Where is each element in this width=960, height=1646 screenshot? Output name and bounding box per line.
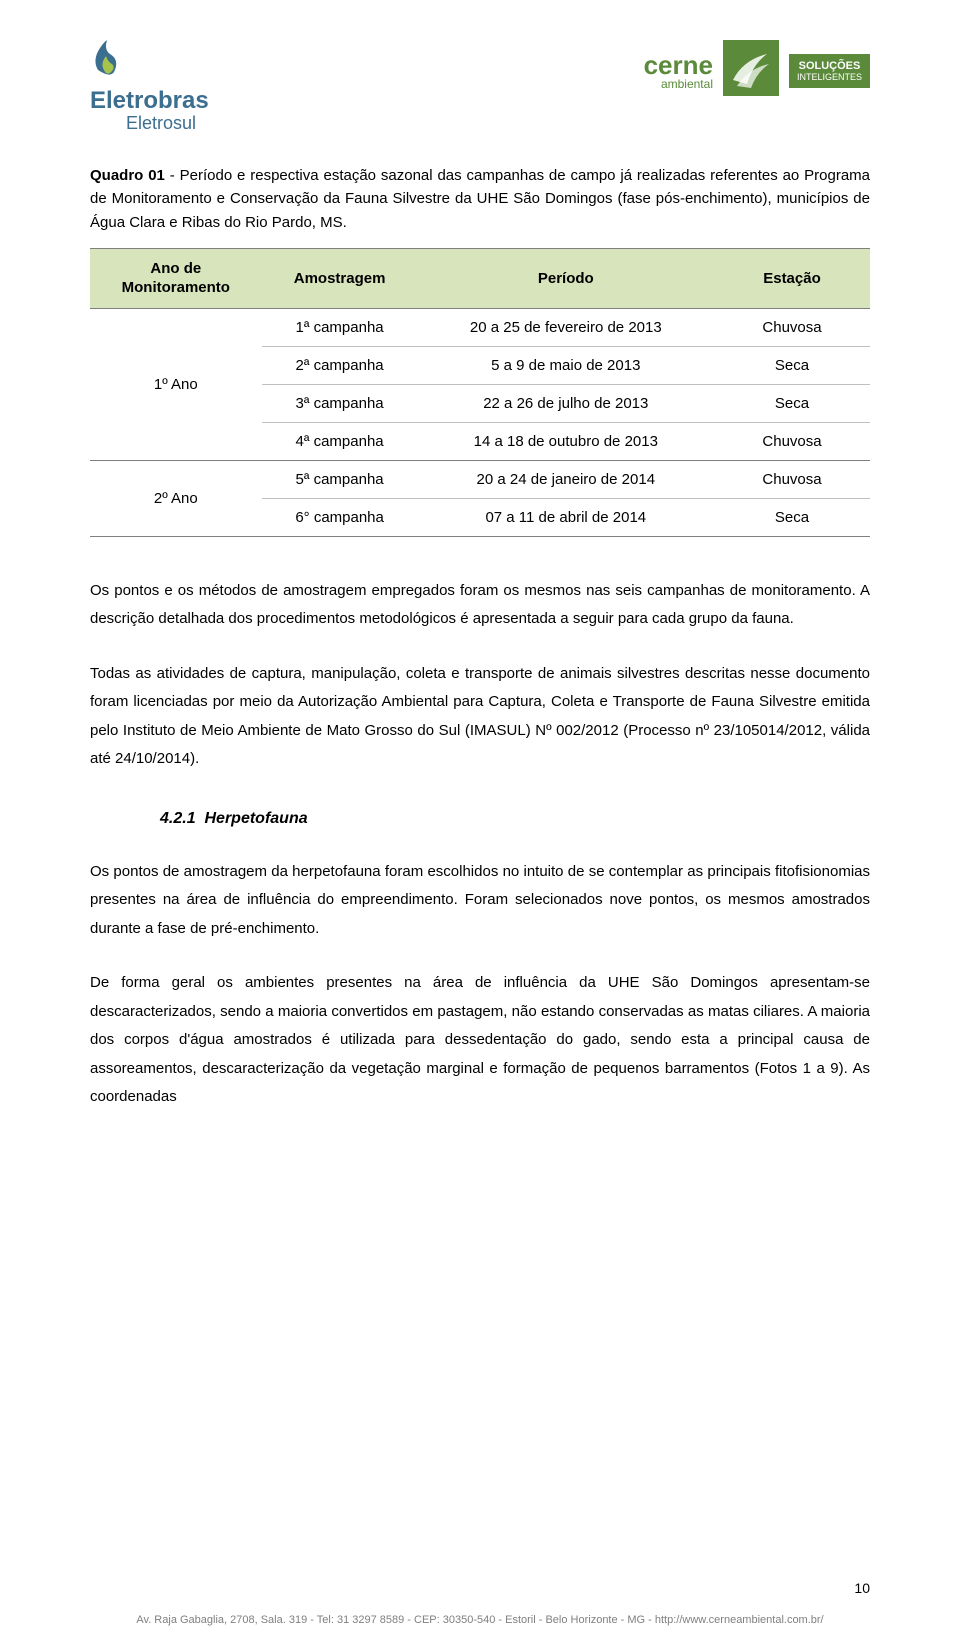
table-cell: 2ª campanha [262, 346, 418, 384]
paragraph-4: De forma geral os ambientes presentes na… [90, 969, 870, 1112]
solucoes-box: SOLUÇÕES INTELIGENTES [789, 54, 870, 88]
cerne-logo-block: cerne ambiental SOLUÇÕES INTELIGENTES [644, 40, 870, 101]
paragraph-1: Os pontos e os métodos de amostragem emp… [90, 577, 870, 634]
eletrosul-text: Eletrosul [126, 113, 209, 134]
eletrobras-logo-block: Eletrobras Eletrosul [90, 40, 209, 134]
table-cell: Chuvosa [714, 460, 870, 498]
table-header-cell: Estação [714, 248, 870, 308]
leaf-icon [723, 40, 779, 101]
table-cell: Seca [714, 346, 870, 384]
table-cell: Seca [714, 498, 870, 536]
table-cell: 5 a 9 de maio de 2013 [418, 346, 714, 384]
page-number: 10 [854, 1580, 870, 1596]
table-body: 1º Ano1ª campanha20 a 25 de fevereiro de… [90, 308, 870, 536]
table-row: 2º Ano5ª campanha20 a 24 de janeiro de 2… [90, 460, 870, 498]
section-title: Herpetofauna [204, 810, 307, 827]
table-cell: 1ª campanha [262, 308, 418, 346]
table-cell: 22 a 26 de julho de 2013 [418, 384, 714, 422]
section-heading: 4.2.1 Herpetofauna [160, 810, 870, 828]
year-cell: 1º Ano [90, 308, 262, 460]
table-cell: 6° campanha [262, 498, 418, 536]
monitoring-table: Ano deMonitoramentoAmostragemPeríodoEsta… [90, 248, 870, 537]
header-logos: Eletrobras Eletrosul cerne ambiental SOL… [90, 40, 870, 134]
solucoes-label: SOLUÇÕES [797, 60, 862, 72]
table-cell: Chuvosa [714, 422, 870, 460]
inteligentes-label: INTELIGENTES [797, 72, 862, 82]
table-row: 1º Ano1ª campanha20 a 25 de fevereiro de… [90, 308, 870, 346]
table-header-cell: Período [418, 248, 714, 308]
table-header-row: Ano deMonitoramentoAmostragemPeríodoEsta… [90, 248, 870, 308]
table-cell: 4ª campanha [262, 422, 418, 460]
table-cell: 20 a 24 de janeiro de 2014 [418, 460, 714, 498]
table-cell: 07 a 11 de abril de 2014 [418, 498, 714, 536]
paragraph-2: Todas as atividades de captura, manipula… [90, 660, 870, 774]
eletrobras-flame-icon [90, 40, 209, 83]
table-cell: 3ª campanha [262, 384, 418, 422]
table-cell: 20 a 25 de fevereiro de 2013 [418, 308, 714, 346]
table-cell: 5ª campanha [262, 460, 418, 498]
caption-lead: Quadro 01 [90, 167, 165, 184]
table-cell: Seca [714, 384, 870, 422]
table-caption: Quadro 01 - Período e respectiva estação… [90, 164, 870, 234]
table-header-cell: Ano deMonitoramento [90, 248, 262, 308]
table-cell: Chuvosa [714, 308, 870, 346]
table-header-cell: Amostragem [262, 248, 418, 308]
section-number: 4.2.1 [160, 810, 196, 827]
caption-body: - Período e respectiva estação sazonal d… [90, 167, 870, 231]
paragraph-3: Os pontos de amostragem da herpetofauna … [90, 858, 870, 944]
footer-address: Av. Raja Gabaglia, 2708, Sala. 319 - Tel… [0, 1614, 960, 1626]
year-cell: 2º Ano [90, 460, 262, 536]
eletrobras-text: Eletrobras [90, 87, 209, 115]
table-cell: 14 a 18 de outubro de 2013 [418, 422, 714, 460]
